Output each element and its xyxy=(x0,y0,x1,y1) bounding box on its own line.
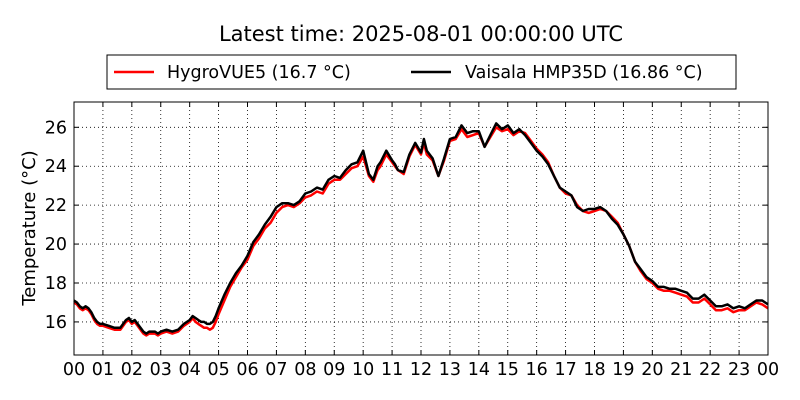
plot-frame xyxy=(73,101,769,356)
x-tick-label: 16 xyxy=(526,360,548,380)
x-tick-label: 02 xyxy=(121,360,143,380)
x-tick-label: 15 xyxy=(497,360,519,380)
x-tick-label: 20 xyxy=(641,360,663,380)
x-tick-label: 11 xyxy=(381,360,403,380)
chart-title: Latest time: 2025-08-01 00:00:00 UTC xyxy=(219,22,623,46)
x-tick-label: 12 xyxy=(410,360,432,380)
x-tick-label: 06 xyxy=(236,360,258,380)
legend: HygroVUE5 (16.7 °C) Vaisala HMP35D (16.8… xyxy=(106,54,737,90)
x-tick-label: 13 xyxy=(439,360,461,380)
x-tick-label: 17 xyxy=(554,360,576,380)
y-tick-label: 16 xyxy=(45,313,67,333)
x-tick-label: 19 xyxy=(612,360,634,380)
x-tick-label: 22 xyxy=(699,360,721,380)
y-tick-label: 24 xyxy=(45,157,67,177)
x-tick-label: 00 xyxy=(63,360,85,380)
x-tick-label: 00 xyxy=(757,360,779,380)
x-tick-labels: 00 01 02 03 04 05 06 07 08 09 10 11 12 13 14 15 16 17 18 19… xyxy=(63,360,779,380)
y-tick-label: 20 xyxy=(45,235,67,255)
x-tick-label: 10 xyxy=(352,360,374,380)
x-tick-label: 03 xyxy=(150,360,172,380)
x-tick-label: 01 xyxy=(92,360,114,380)
legend-label-vaisala: Vaisala HMP35D (16.86 °C) xyxy=(465,63,703,83)
y-tick-label: 18 xyxy=(45,274,67,294)
x-tick-label: 07 xyxy=(265,360,287,380)
grid-lines xyxy=(74,102,768,355)
x-tick-label: 08 xyxy=(294,360,316,380)
series-line-1 xyxy=(73,122,769,335)
x-tick-label: 04 xyxy=(179,360,201,380)
legend-label-hygrovue5: HygroVUE5 (16.7 °C) xyxy=(167,63,351,83)
x-tick-label: 23 xyxy=(728,360,750,380)
x-tick-label: 14 xyxy=(468,360,490,380)
x-tick-label: 18 xyxy=(583,360,605,380)
x-tick-label: 09 xyxy=(323,360,345,380)
x-tick-label: 21 xyxy=(670,360,692,380)
series-lines xyxy=(73,122,769,337)
x-tick-label: 05 xyxy=(207,360,229,380)
y-tick-labels: 16 18 20 22 24 26 xyxy=(45,118,67,333)
y-tick-label: 26 xyxy=(45,118,67,138)
y-tick-label: 22 xyxy=(45,196,67,216)
axis-ticks xyxy=(73,102,769,355)
y-axis-label: Temperature (°C) xyxy=(19,150,40,306)
